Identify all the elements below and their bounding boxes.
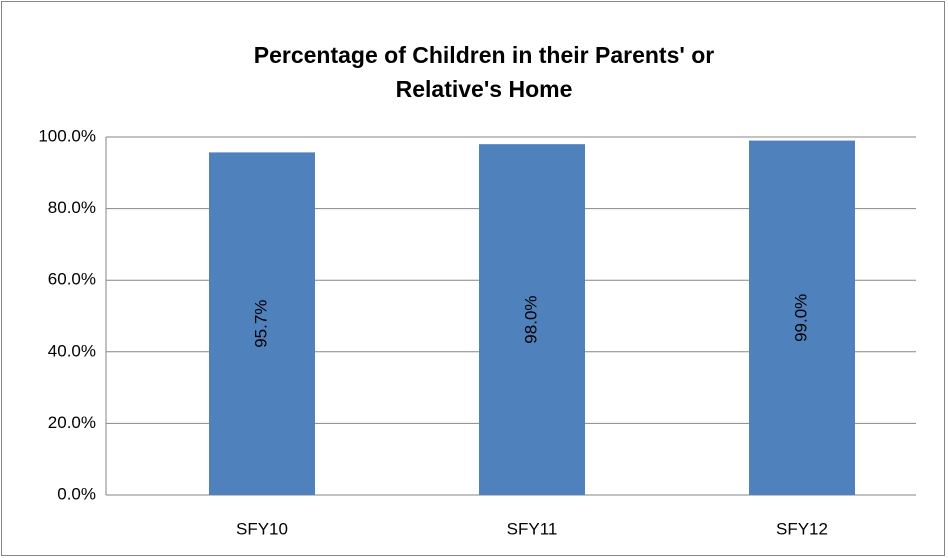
- y-tick-label: 0.0%: [57, 484, 96, 503]
- data-label: 95.7%: [251, 300, 270, 348]
- data-label: 98.0%: [521, 295, 540, 343]
- y-tick-label: 100.0%: [38, 126, 96, 145]
- bar: [479, 144, 585, 495]
- x-tick-label: SFY12: [776, 519, 828, 538]
- y-tick-label: 20.0%: [48, 413, 96, 432]
- y-tick-label: 40.0%: [48, 341, 96, 360]
- y-tick-label: 80.0%: [48, 198, 96, 217]
- bar: [749, 140, 855, 495]
- x-tick-label: SFY11: [507, 519, 558, 538]
- y-tick-label: 60.0%: [48, 270, 96, 289]
- data-label: 99.0%: [791, 294, 810, 342]
- x-tick-label: SFY10: [236, 519, 288, 538]
- bar: [209, 152, 315, 496]
- chart-title: Percentage of Children in their Parents'…: [253, 42, 715, 102]
